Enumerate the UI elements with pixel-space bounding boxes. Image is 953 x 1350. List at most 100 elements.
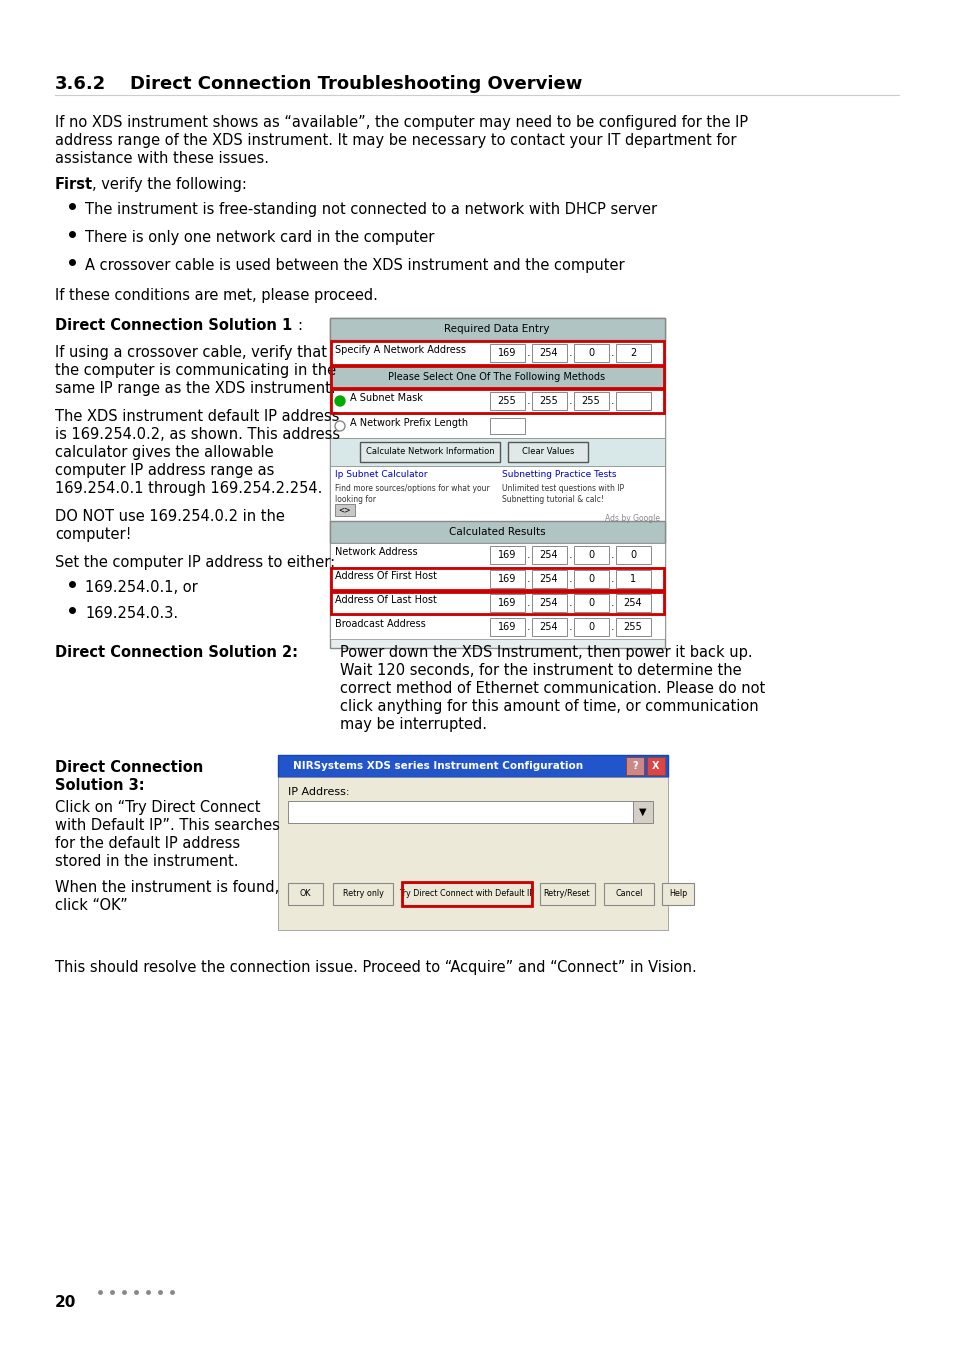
- Bar: [277, 755, 667, 778]
- Bar: [331, 366, 663, 387]
- Bar: [359, 441, 499, 462]
- Bar: [539, 883, 595, 905]
- Text: .: .: [568, 622, 572, 632]
- Text: 169.254.0.3.: 169.254.0.3.: [85, 606, 178, 621]
- Bar: [490, 618, 524, 636]
- Bar: [616, 344, 650, 362]
- Text: .: .: [610, 574, 614, 585]
- Text: Direct Connection Solution 2:: Direct Connection Solution 2:: [55, 645, 297, 660]
- Bar: [532, 545, 566, 564]
- Bar: [330, 543, 664, 567]
- Circle shape: [335, 421, 345, 431]
- Text: There is only one network card in the computer: There is only one network card in the co…: [85, 230, 434, 244]
- Text: .: .: [610, 622, 614, 632]
- Text: .: .: [526, 598, 530, 608]
- Text: .: .: [610, 598, 614, 608]
- Text: If using a crossover cable, verify that: If using a crossover cable, verify that: [55, 346, 327, 360]
- Bar: [616, 594, 650, 612]
- Text: calculator gives the allowable: calculator gives the allowable: [55, 446, 274, 460]
- Text: 169: 169: [497, 348, 516, 358]
- Text: Calculated Results: Calculated Results: [448, 526, 545, 537]
- Text: 255: 255: [581, 396, 599, 406]
- Text: stored in the instrument.: stored in the instrument.: [55, 855, 238, 869]
- Text: 254: 254: [539, 549, 558, 560]
- Bar: [330, 591, 664, 616]
- Text: same IP range as the XDS instrument.: same IP range as the XDS instrument.: [55, 381, 335, 396]
- Bar: [574, 344, 608, 362]
- Text: A crossover cable is used between the XDS instrument and the computer: A crossover cable is used between the XD…: [85, 258, 624, 273]
- Bar: [616, 618, 650, 636]
- Text: .: .: [610, 396, 614, 406]
- Bar: [331, 593, 663, 614]
- Text: Wait 120 seconds, for the instrument to determine the: Wait 120 seconds, for the instrument to …: [339, 663, 740, 678]
- Bar: [490, 594, 524, 612]
- Text: correct method of Ethernet communication. Please do not: correct method of Ethernet communication…: [339, 680, 764, 697]
- Text: Direct Connection Solution 1: Direct Connection Solution 1: [55, 319, 292, 333]
- Bar: [633, 801, 652, 824]
- Text: Unlimited test questions with IP: Unlimited test questions with IP: [501, 485, 623, 493]
- Text: Direct Connection Troubleshooting Overview: Direct Connection Troubleshooting Overvi…: [130, 76, 581, 93]
- Text: Address Of Last Host: Address Of Last Host: [335, 595, 436, 605]
- Bar: [333, 883, 393, 905]
- Text: If these conditions are met, please proceed.: If these conditions are met, please proc…: [55, 288, 377, 302]
- Bar: [330, 616, 664, 639]
- Text: Retry/Reset: Retry/Reset: [543, 890, 590, 899]
- Text: The XDS instrument default IP address: The XDS instrument default IP address: [55, 409, 339, 424]
- Text: may be interrupted.: may be interrupted.: [339, 717, 486, 732]
- Text: Direct Connection: Direct Connection: [55, 760, 203, 775]
- Text: computer IP address range as: computer IP address range as: [55, 463, 274, 478]
- Text: .: .: [526, 396, 530, 406]
- Text: .: .: [568, 348, 572, 358]
- Bar: [490, 418, 524, 433]
- Text: When the instrument is found,: When the instrument is found,: [55, 880, 279, 895]
- Text: .: .: [526, 348, 530, 358]
- Text: Ip Subnet Calculator: Ip Subnet Calculator: [335, 470, 427, 479]
- Text: 0: 0: [587, 598, 594, 608]
- Bar: [574, 594, 608, 612]
- Bar: [507, 441, 587, 462]
- Text: 255: 255: [623, 622, 641, 632]
- Bar: [330, 340, 664, 366]
- Text: Click on “Try Direct Connect: Click on “Try Direct Connect: [55, 801, 260, 815]
- Text: A Network Prefix Length: A Network Prefix Length: [350, 418, 468, 428]
- Bar: [574, 392, 608, 410]
- Bar: [490, 570, 524, 589]
- Text: click anything for this amount of time, or communication: click anything for this amount of time, …: [339, 699, 758, 714]
- Text: 20: 20: [55, 1295, 76, 1309]
- Text: 3.6.2: 3.6.2: [55, 76, 106, 93]
- Text: 169: 169: [497, 549, 516, 560]
- Text: 169.254.0.1 through 169.254.2.254.: 169.254.0.1 through 169.254.2.254.: [55, 481, 322, 495]
- Text: This should resolve the connection issue. Proceed to “Acquire” and “Connect” in : This should resolve the connection issue…: [55, 960, 696, 975]
- Bar: [532, 344, 566, 362]
- Bar: [532, 570, 566, 589]
- Text: .: .: [526, 622, 530, 632]
- Text: with Default IP”. This searches: with Default IP”. This searches: [55, 818, 279, 833]
- Text: 169: 169: [497, 622, 516, 632]
- Bar: [288, 801, 638, 824]
- Text: If no XDS instrument shows as “available”, the computer may need to be configure: If no XDS instrument shows as “available…: [55, 115, 747, 130]
- Text: <>: <>: [338, 505, 351, 514]
- Text: Specify A Network Address: Specify A Network Address: [335, 346, 465, 355]
- Text: for the default IP address: for the default IP address: [55, 836, 240, 850]
- Circle shape: [335, 396, 345, 406]
- Text: A Subnet Mask: A Subnet Mask: [350, 393, 422, 404]
- Bar: [331, 568, 663, 590]
- Text: .: .: [526, 549, 530, 560]
- Bar: [330, 387, 664, 414]
- Text: Clear Values: Clear Values: [521, 447, 574, 456]
- Text: address range of the XDS instrument. It may be necessary to contact your IT depa: address range of the XDS instrument. It …: [55, 134, 736, 148]
- Text: Try Direct Connect with Default IP: Try Direct Connect with Default IP: [399, 890, 534, 899]
- Text: .: .: [568, 574, 572, 585]
- Bar: [330, 437, 664, 466]
- Text: Subnetting tutorial & calc!: Subnetting tutorial & calc!: [501, 495, 603, 504]
- Text: 254: 254: [539, 574, 558, 585]
- Text: , verify the following:: , verify the following:: [91, 177, 247, 192]
- Bar: [532, 392, 566, 410]
- Bar: [330, 414, 664, 437]
- Text: .: .: [610, 348, 614, 358]
- Text: 0: 0: [587, 574, 594, 585]
- Bar: [331, 342, 663, 365]
- Bar: [330, 567, 664, 591]
- Bar: [532, 618, 566, 636]
- Bar: [490, 545, 524, 564]
